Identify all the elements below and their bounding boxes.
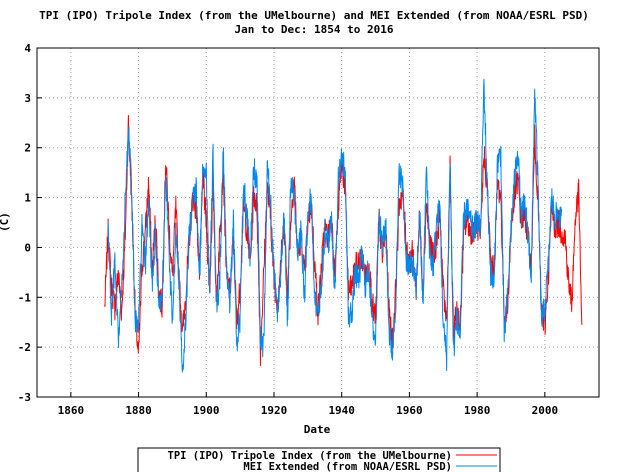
y-tick-label: 0: [24, 241, 31, 254]
x-tick-label: 1920: [261, 404, 288, 417]
x-tick-label: 1900: [193, 404, 220, 417]
grid: [37, 48, 599, 397]
y-tick-label: 1: [24, 192, 31, 205]
y-tick-label: -1: [18, 291, 32, 304]
legend-label-tpi: TPI (IPO) Tripole Index (from the UMelbo…: [168, 450, 452, 462]
y-tick-label: 3: [24, 92, 31, 105]
chart-subtitle: Jan to Dec: 1854 to 2016: [235, 23, 394, 36]
series-line-mei: [107, 78, 563, 373]
ticks: 1860 1880 1900 1920 1940 1960 1980 2000 -3 -2 -1 0 1…: [18, 42, 558, 417]
x-tick-label: 2000: [532, 404, 559, 417]
x-tick-label: 1860: [58, 404, 85, 417]
legend: TPI (IPO) Tripole Index (from the UMelbo…: [137, 447, 501, 472]
legend-box: [137, 447, 501, 472]
y-axis-label: (C): [0, 212, 11, 232]
legend-label-mei: MEI Extended (from NOAA/ESRL PSD): [243, 461, 452, 472]
chart-title: TPI (IPO) Tripole Index (from the UMelbo…: [39, 9, 589, 22]
x-tick-label: 1960: [396, 404, 423, 417]
series-layer: [104, 78, 583, 373]
y-tick-label: 4: [24, 42, 31, 55]
x-tick-label: 1980: [464, 404, 491, 417]
y-tick-label: 2: [24, 142, 31, 155]
x-tick-label: 1940: [328, 404, 355, 417]
y-tick-label: -3: [18, 391, 31, 404]
x-tick-label: 1880: [125, 404, 152, 417]
x-axis-label: Date: [304, 423, 331, 436]
y-tick-label: -2: [18, 341, 31, 354]
plot-frame: [36, 47, 600, 398]
